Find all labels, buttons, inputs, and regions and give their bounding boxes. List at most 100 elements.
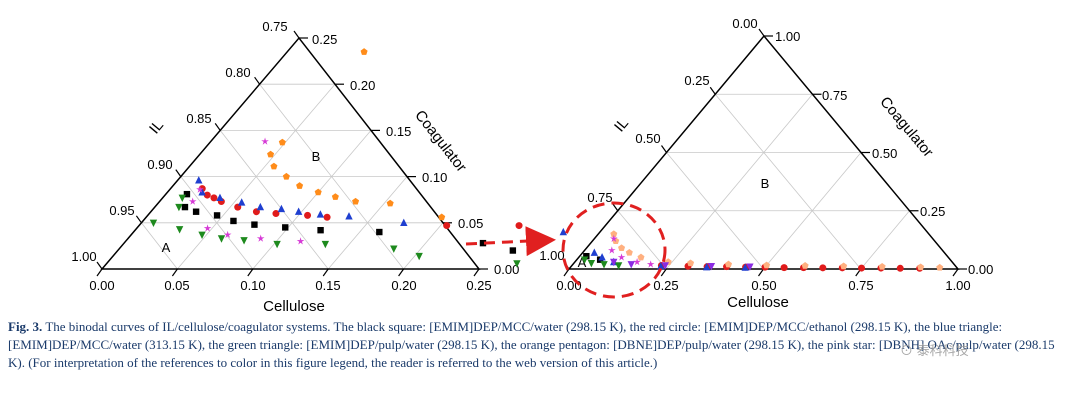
data-point-pentagon	[724, 260, 733, 268]
right-region-label-a: A	[578, 255, 587, 270]
grid-line	[617, 210, 667, 270]
right-tick-bottom-0: 0.00	[556, 278, 581, 293]
left-data-points	[149, 48, 567, 268]
right-region-label-b: B	[761, 176, 770, 191]
data-point-pentagon	[278, 138, 286, 146]
left-tick-right-1: 0.05	[458, 216, 483, 231]
left-tick-right-4: 0.20	[350, 78, 375, 93]
data-point-triangle-down	[273, 240, 281, 249]
tick-mark	[214, 123, 221, 131]
data-point-triangle-up	[345, 212, 353, 220]
data-point-pentagon	[386, 199, 394, 207]
data-point-triangle-up	[316, 210, 325, 218]
tick-mark	[96, 261, 103, 270]
right-tick-left-3: 0.75	[587, 190, 612, 205]
zoom-arrow	[465, 226, 556, 257]
data-point-triangle-up	[590, 248, 599, 256]
left-axis-title-coagulator: Coagulator	[411, 107, 470, 175]
tick-mark	[171, 268, 178, 277]
left-axis-title-il: IL	[146, 117, 167, 138]
data-point-star	[223, 230, 232, 239]
data-point-pentagon	[917, 263, 925, 271]
data-point-square	[317, 226, 324, 234]
tick-mark	[247, 268, 254, 277]
tick-mark	[175, 169, 182, 177]
data-point-pentagon	[270, 162, 278, 170]
data-point-square	[183, 190, 191, 198]
data-point-triangle-down	[217, 235, 226, 243]
data-point-triangle-down	[390, 245, 398, 253]
grid-line	[219, 130, 329, 270]
data-point-triangle-up	[198, 188, 206, 196]
data-point-star	[608, 246, 616, 254]
data-point-pentagon	[438, 213, 446, 221]
right-tick-right-0: 0.00	[968, 262, 993, 277]
grid-line	[714, 93, 862, 270]
data-point-pentagon	[282, 172, 290, 180]
left-region-label-b: B	[312, 149, 321, 164]
right-tick-bottom-1: 0.25	[653, 278, 678, 293]
data-point-star	[646, 260, 655, 268]
data-point-square	[230, 217, 237, 225]
tick-mark	[473, 268, 480, 277]
data-point-square	[282, 224, 289, 231]
data-point-circle	[819, 264, 827, 272]
caption-text: The binodal curves of IL/cellulose/coagu…	[8, 319, 1055, 370]
data-point-square	[583, 252, 590, 260]
data-point-triangle-up	[195, 176, 203, 184]
data-point-triangle-down	[610, 258, 618, 267]
left-tick-left-1: 0.80	[225, 65, 250, 80]
data-point-triangle-up	[256, 202, 265, 211]
right-grid	[617, 93, 910, 270]
data-point-pentagon	[878, 262, 886, 270]
data-point-square	[213, 212, 221, 219]
data-point-square	[509, 247, 517, 254]
data-point-star	[296, 237, 305, 245]
tick-mark	[612, 203, 619, 212]
grid-line	[860, 210, 910, 270]
tick-mark	[293, 30, 300, 39]
data-point-triangle-down	[587, 259, 596, 268]
data-point-triangle-up	[741, 263, 749, 271]
tick-mark	[661, 145, 667, 153]
grid-line	[259, 83, 404, 270]
data-point-pentagon	[331, 193, 339, 200]
data-point-triangle-down	[175, 203, 183, 212]
left-tick-bottom-4: 0.20	[391, 278, 416, 293]
right-tick-right-3: 0.75	[822, 88, 847, 103]
data-point-star	[617, 253, 626, 261]
tick-mark	[398, 268, 405, 277]
caption-label: Fig. 3.	[8, 319, 43, 334]
tick-mark	[952, 268, 959, 277]
left-region-label-a: A	[162, 240, 171, 255]
data-point-triangle-up	[598, 253, 606, 261]
data-point-circle	[515, 222, 523, 230]
data-point-pentagon	[801, 262, 809, 269]
data-point-triangle-down	[149, 219, 158, 227]
left-ternary-chart: 0.75 0.80 0.85 0.90 0.95 1.00 0.00 0.05 …	[71, 19, 567, 312]
data-point-pentagon	[610, 230, 618, 238]
data-point-pentagon	[840, 262, 848, 270]
grid-line	[666, 152, 764, 270]
data-point-triangle-up	[216, 193, 224, 202]
left-tick-bottom-0: 0.00	[89, 278, 114, 293]
grid-line	[665, 93, 813, 270]
data-point-pentagon	[936, 263, 944, 271]
grid-line	[403, 222, 444, 270]
data-point-triangle-up	[400, 218, 408, 226]
right-tick-left-1: 0.25	[684, 73, 709, 88]
right-tick-right-1: 0.25	[920, 204, 945, 219]
data-point-triangle-down	[240, 237, 248, 245]
data-point-triangle-up	[294, 207, 303, 215]
data-point-pentagon	[687, 259, 695, 267]
left-tick-left-0: 0.75	[262, 19, 287, 34]
data-point-triangle-up	[237, 198, 246, 206]
right-axis-title-cellulose: Cellulose	[727, 294, 789, 311]
data-point-triangle-down	[175, 226, 184, 234]
left-tick-bottom-3: 0.15	[315, 278, 340, 293]
tick-mark	[563, 268, 570, 277]
left-tick-bottom-2: 0.10	[240, 278, 265, 293]
tick-mark	[96, 268, 103, 277]
data-point-square	[479, 239, 487, 247]
grid-line	[252, 130, 372, 270]
